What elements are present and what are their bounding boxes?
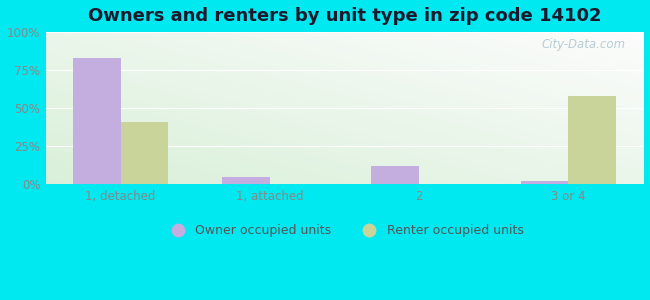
Bar (521, 181, 568, 184)
Legend: Owner occupied units, Renter occupied units: Owner occupied units, Renter occupied un… (161, 219, 528, 242)
Title: Owners and renters by unit type in zip code 14102: Owners and renters by unit type in zip c… (88, 7, 601, 25)
Text: City-Data.com: City-Data.com (541, 38, 625, 51)
Bar (73, 58, 120, 184)
Bar (222, 177, 270, 184)
Bar (371, 166, 419, 184)
Bar (120, 122, 168, 184)
Bar (568, 96, 616, 184)
